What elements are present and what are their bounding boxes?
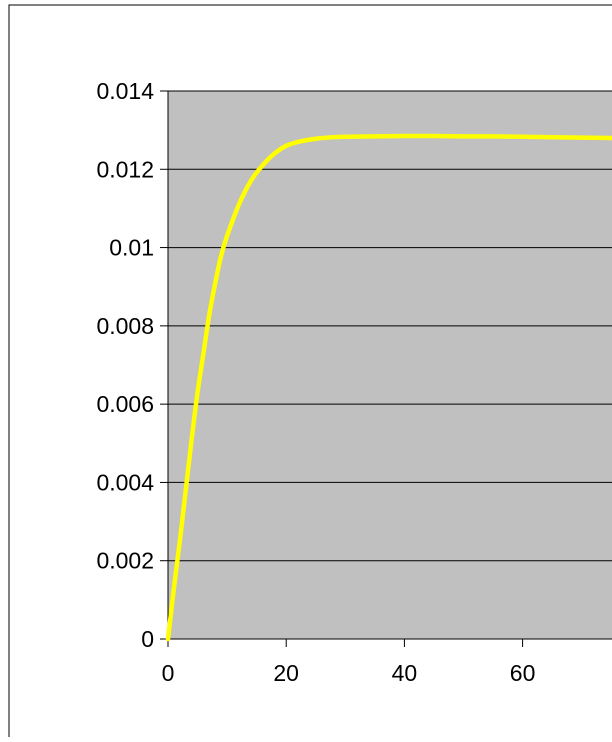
series-layer <box>165 133 612 642</box>
y-tick-label: 0.012 <box>96 156 154 182</box>
y-tick-label: 0.004 <box>96 469 154 495</box>
plot-area <box>168 91 612 639</box>
x-tick-label: 0 <box>162 660 175 686</box>
axis-ticks: 0 0.002 0.004 0.006 0.008 0.01 0.012 0.014 0 20 40… <box>96 78 535 686</box>
y-tick-label: 0.002 <box>96 548 154 574</box>
x-tick-label: 60 <box>510 660 536 686</box>
y-tick-label: 0 <box>141 626 154 652</box>
gridlines <box>168 90 612 562</box>
x-tick-label: 40 <box>392 660 418 686</box>
y-tick-label: 0.014 <box>96 78 154 104</box>
y-tick-label: 0.01 <box>109 235 154 261</box>
series-line <box>165 133 612 642</box>
y-tick-label: 0.006 <box>96 391 154 417</box>
x-tick-label: 20 <box>273 660 299 686</box>
y-tick-label: 0.008 <box>96 313 154 339</box>
